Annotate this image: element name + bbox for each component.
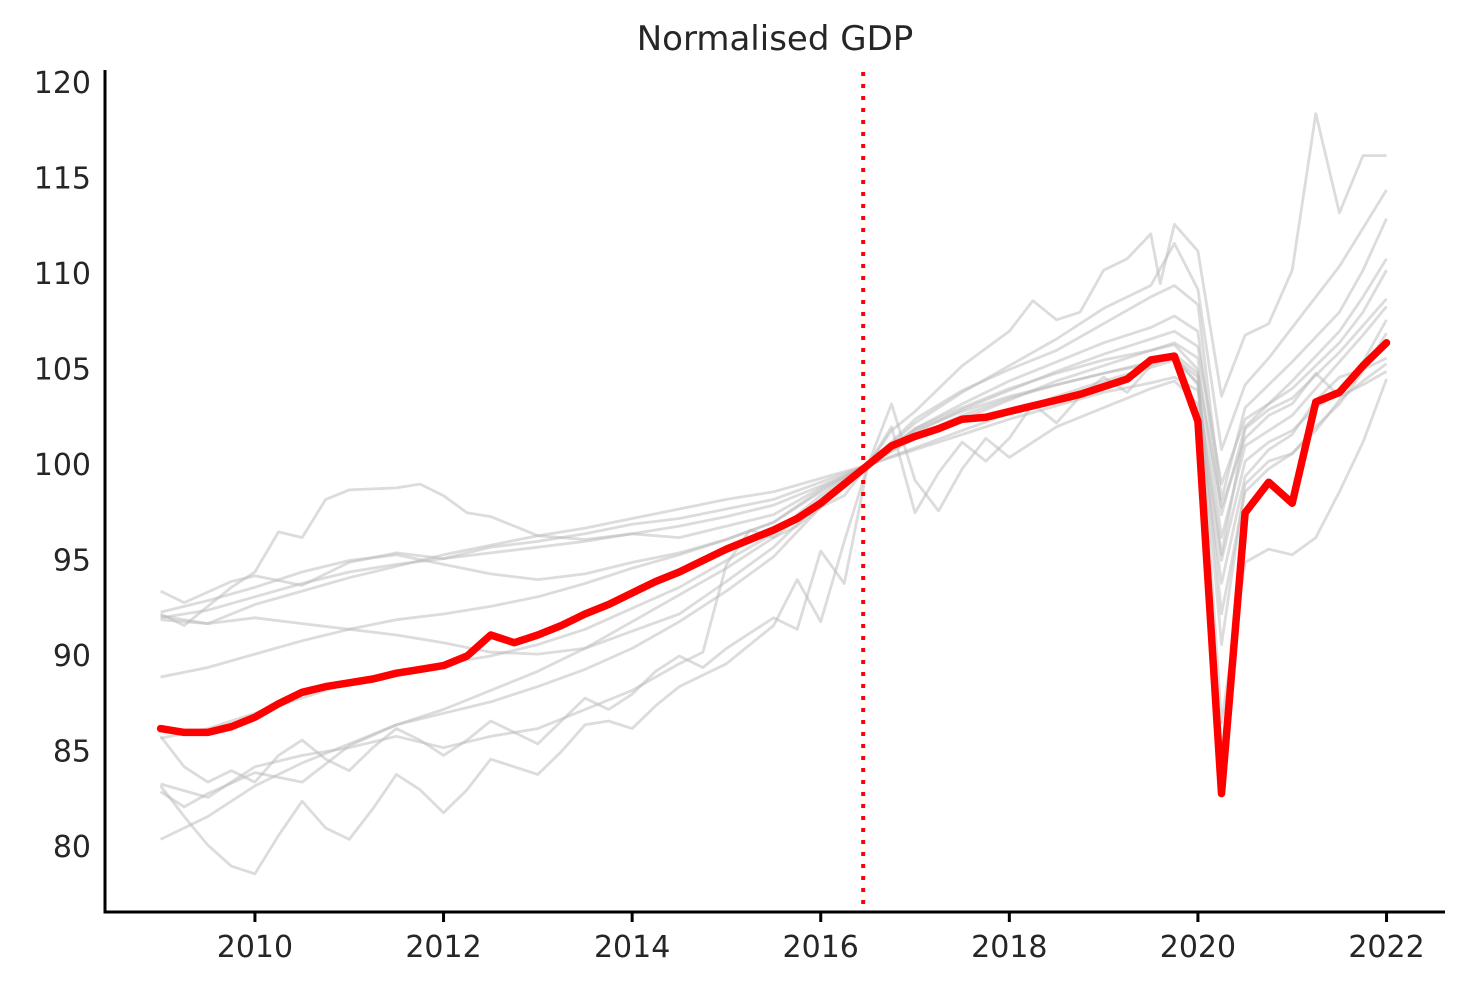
y-tick-label: 95 bbox=[53, 544, 91, 579]
highlight-line bbox=[156, 339, 1391, 798]
background-line bbox=[159, 352, 1388, 784]
y-tick-label: 115 bbox=[34, 161, 91, 196]
y-tick-label: 85 bbox=[53, 735, 91, 770]
x-tick-label: 2020 bbox=[1160, 930, 1236, 965]
x-tick-label: 2022 bbox=[1348, 930, 1424, 965]
y-tick-label: 80 bbox=[53, 830, 91, 865]
y-tick-label: 120 bbox=[34, 66, 91, 101]
highlight-line-group bbox=[156, 339, 1391, 798]
y-tick-label: 105 bbox=[34, 353, 91, 388]
y-tick-label: 100 bbox=[34, 448, 91, 483]
background-line bbox=[159, 356, 1388, 876]
chart-title: Normalised GDP bbox=[637, 19, 914, 59]
axes-group: 2010 2012 2014 2016 2018 2020 2022 80 85 90 95 100 1… bbox=[34, 66, 1445, 965]
y-tick-label: 90 bbox=[53, 639, 91, 674]
x-tick-label: 2018 bbox=[971, 930, 1047, 965]
x-tick-label: 2016 bbox=[783, 930, 859, 965]
x-tick-label: 2010 bbox=[217, 930, 293, 965]
background-lines-group bbox=[159, 112, 1388, 876]
x-tick-label: 2012 bbox=[405, 930, 481, 965]
y-tick-label: 110 bbox=[34, 257, 91, 292]
x-tick-label: 2014 bbox=[594, 930, 670, 965]
background-line bbox=[159, 305, 1388, 627]
